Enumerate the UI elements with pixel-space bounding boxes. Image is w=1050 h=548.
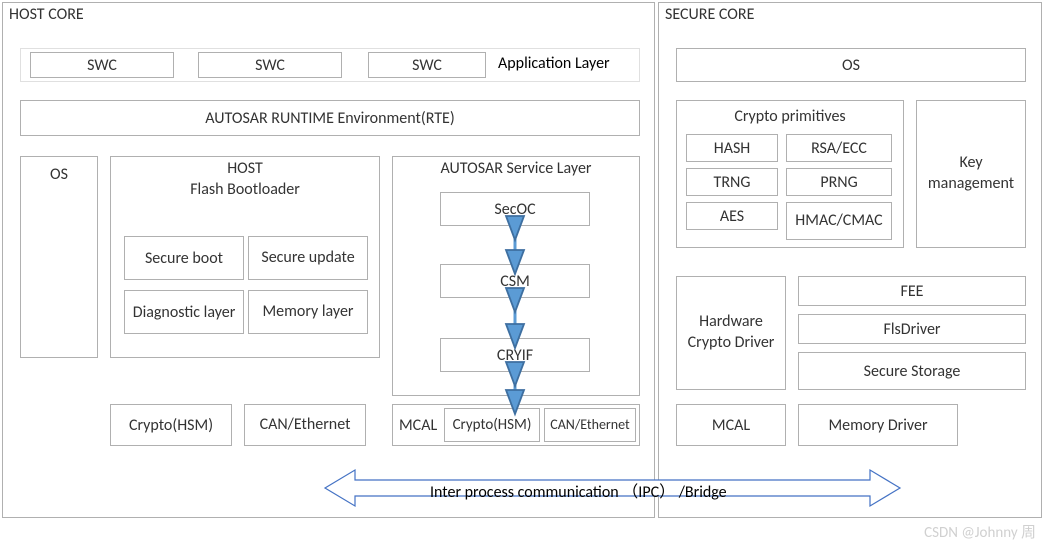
watermark: CSDN @Johnny 周	[924, 521, 1036, 542]
fee-box: FEE	[798, 276, 1026, 306]
crypto-hsm-host1-label: Crypto(HSM)	[129, 416, 213, 435]
cryif-label: CRYIF	[497, 346, 533, 365]
hash-box: HASH	[686, 134, 778, 162]
secoc-label: SecOC	[494, 200, 535, 219]
rsa-ecc-label: RSA/ECC	[811, 139, 867, 158]
crypto-hsm-host2-label: Crypto(HSM)	[453, 417, 532, 434]
host-flash-label: HOST Flash Bootloader	[190, 159, 300, 201]
secure-os-label: OS	[842, 56, 860, 75]
rte-box: AUTOSAR RUNTIME Environment(RTE)	[20, 100, 640, 136]
aes-label: AES	[720, 207, 744, 226]
hash-label: HASH	[714, 139, 751, 158]
ipc-label: Inter process communication （IPC） /Bridg…	[430, 478, 727, 502]
crypto-hsm-host1: Crypto(HSM)	[110, 404, 232, 446]
swc-1-label: SWC	[87, 56, 117, 75]
secoc-box: SecOC	[440, 192, 590, 226]
cryif-box: CRYIF	[440, 338, 590, 372]
hw-crypto-label: Hardware Crypto Driver	[677, 312, 785, 354]
secure-core-title: SECURE CORE	[665, 5, 754, 24]
secure-os-box: OS	[676, 48, 1026, 82]
csm-label: CSM	[500, 272, 530, 291]
service-layer-label: AUTOSAR Service Layer	[441, 159, 592, 178]
secure-storage-box: Secure Storage	[798, 352, 1026, 390]
memory-driver-label: Memory Driver	[828, 416, 927, 435]
csm-box: CSM	[440, 264, 590, 298]
can-eth-host2: CAN/Ethernet	[544, 408, 636, 442]
swc-3-label: SWC	[412, 56, 442, 75]
memory-layer-label: Memory layer	[263, 302, 354, 321]
aes-box: AES	[686, 202, 778, 230]
secure-boot-box: Secure boot	[124, 236, 244, 280]
trng-box: TRNG	[686, 168, 778, 196]
hw-crypto-box: Hardware Crypto Driver	[676, 276, 786, 390]
swc-3: SWC	[368, 52, 486, 78]
swc-1: SWC	[30, 52, 174, 78]
secure-update-label: Secure update	[261, 248, 354, 267]
os-label: OS	[50, 165, 68, 184]
secure-update-box: Secure update	[248, 236, 368, 280]
prng-box: PRNG	[786, 168, 892, 196]
memory-layer-box: Memory layer	[248, 290, 368, 334]
app-layer-label: Application Layer	[498, 54, 610, 73]
hmac-cmac-box: HMAC/CMAC	[786, 202, 892, 240]
fee-label: FEE	[901, 282, 924, 301]
rsa-ecc-box: RSA/ECC	[786, 134, 892, 162]
secure-storage-label: Secure Storage	[864, 362, 961, 381]
host-core-title: HOST CORE	[9, 5, 84, 24]
rte-label: AUTOSAR RUNTIME Environment(RTE)	[205, 109, 454, 128]
swc-2-label: SWC	[255, 56, 285, 75]
mcal-secure-box: MCAL	[676, 404, 786, 446]
can-eth-host1-label: CAN/Ethernet	[260, 415, 351, 434]
can-eth-host1: CAN/Ethernet	[244, 404, 366, 446]
flsdriver-label: FlsDriver	[884, 320, 941, 339]
key-mgmt-box: Key management	[916, 100, 1026, 248]
secure-boot-label: Secure boot	[145, 249, 223, 268]
flsdriver-box: FlsDriver	[798, 314, 1026, 344]
swc-2: SWC	[198, 52, 342, 78]
prng-label: PRNG	[820, 173, 857, 192]
crypto-primitives-label: Crypto primitives	[734, 107, 845, 126]
hmac-cmac-label: HMAC/CMAC	[795, 212, 882, 230]
os-box: OS	[20, 156, 98, 358]
key-mgmt-label: Key management	[917, 153, 1025, 195]
mcal-host-label: MCAL	[399, 416, 437, 435]
can-eth-host2-label: CAN/Ethernet	[550, 417, 630, 432]
trng-label: TRNG	[714, 173, 751, 192]
diagnostic-layer-box: Diagnostic layer	[124, 290, 244, 334]
mcal-secure-label: MCAL	[712, 416, 750, 435]
crypto-hsm-host2: Crypto(HSM)	[444, 408, 540, 442]
memory-driver-box: Memory Driver	[798, 404, 958, 446]
diagnostic-layer-label: Diagnostic layer	[133, 303, 236, 322]
